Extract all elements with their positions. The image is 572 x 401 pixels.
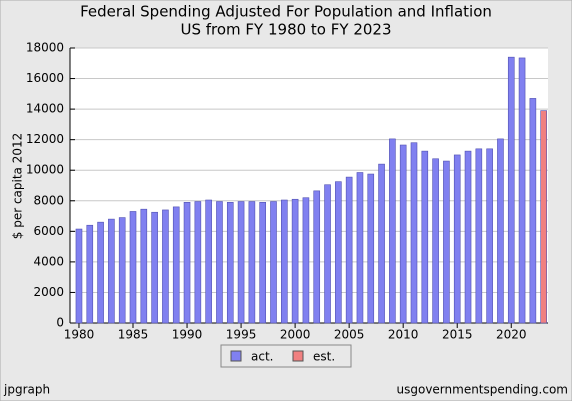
x-tick-label: 1990 [172,328,203,342]
bar [205,199,212,324]
x-tick-label: 2005 [334,328,365,342]
bar [216,201,223,324]
footer-right: usgovernmentspending.com [397,383,569,397]
bar [453,154,461,324]
bar [86,224,94,324]
bar [356,172,364,324]
bar [432,158,439,324]
y-tick-label: 12000 [26,132,64,146]
x-tick-label: 1995 [226,328,257,342]
bar [540,110,547,324]
x-tick-label: 2020 [496,328,527,342]
bar [518,57,526,324]
legend-box [220,344,352,368]
bar [248,201,256,324]
bar [302,197,310,324]
bar [97,221,104,324]
bar [162,209,169,324]
legend-swatch [230,350,242,362]
y-tick-label: 6000 [33,224,64,238]
bar [129,211,137,324]
bar [313,190,321,324]
legend-label: act. [251,350,273,364]
bar [140,208,148,324]
legend-swatch [292,350,304,362]
bar [497,138,504,324]
x-tick-label: 2000 [280,328,311,342]
bar [410,142,418,324]
bar [443,160,450,324]
bar [529,98,537,324]
y-tick-label: 16000 [26,71,64,85]
y-tick-label: 14000 [26,102,64,116]
y-axis-label: $ per capita 2012 [11,133,25,240]
y-tick-label: 2000 [33,285,64,299]
x-tick-label: 2010 [388,328,419,342]
bar [324,184,331,324]
y-tick-label: 18000 [26,41,64,55]
bar [486,148,493,324]
chart-subtitle: US from FY 1980 to FY 2023 [180,21,391,39]
bar [183,202,191,324]
bar [172,206,180,324]
bar [118,217,126,324]
bar [464,150,472,324]
bar [151,211,158,324]
y-tick-label: 4000 [33,254,64,268]
x-tick-label: 1985 [118,328,149,342]
x-tick-label: 2015 [442,328,473,342]
bar [194,201,202,324]
bar [75,228,83,324]
bar [475,148,483,324]
y-tick-label: 0 [56,316,64,330]
bar [237,201,245,324]
bar [378,163,385,324]
bar [291,198,299,324]
bar [367,173,375,324]
bar [281,199,288,324]
bar [108,218,115,324]
y-tick-label: 8000 [33,193,64,207]
footer-left: jpgraph [3,383,50,397]
bar [345,176,353,324]
y-tick-label: 10000 [26,163,64,177]
bar [507,56,515,324]
bar [270,201,277,324]
bar [421,150,429,324]
chart-title: Federal Spending Adjusted For Population… [80,3,492,21]
bar [399,144,407,324]
bar [389,138,396,324]
bar [335,181,342,324]
bar [226,202,234,324]
legend-label: est. [313,350,335,364]
x-tick-label: 1980 [64,328,95,342]
bar [259,202,266,324]
